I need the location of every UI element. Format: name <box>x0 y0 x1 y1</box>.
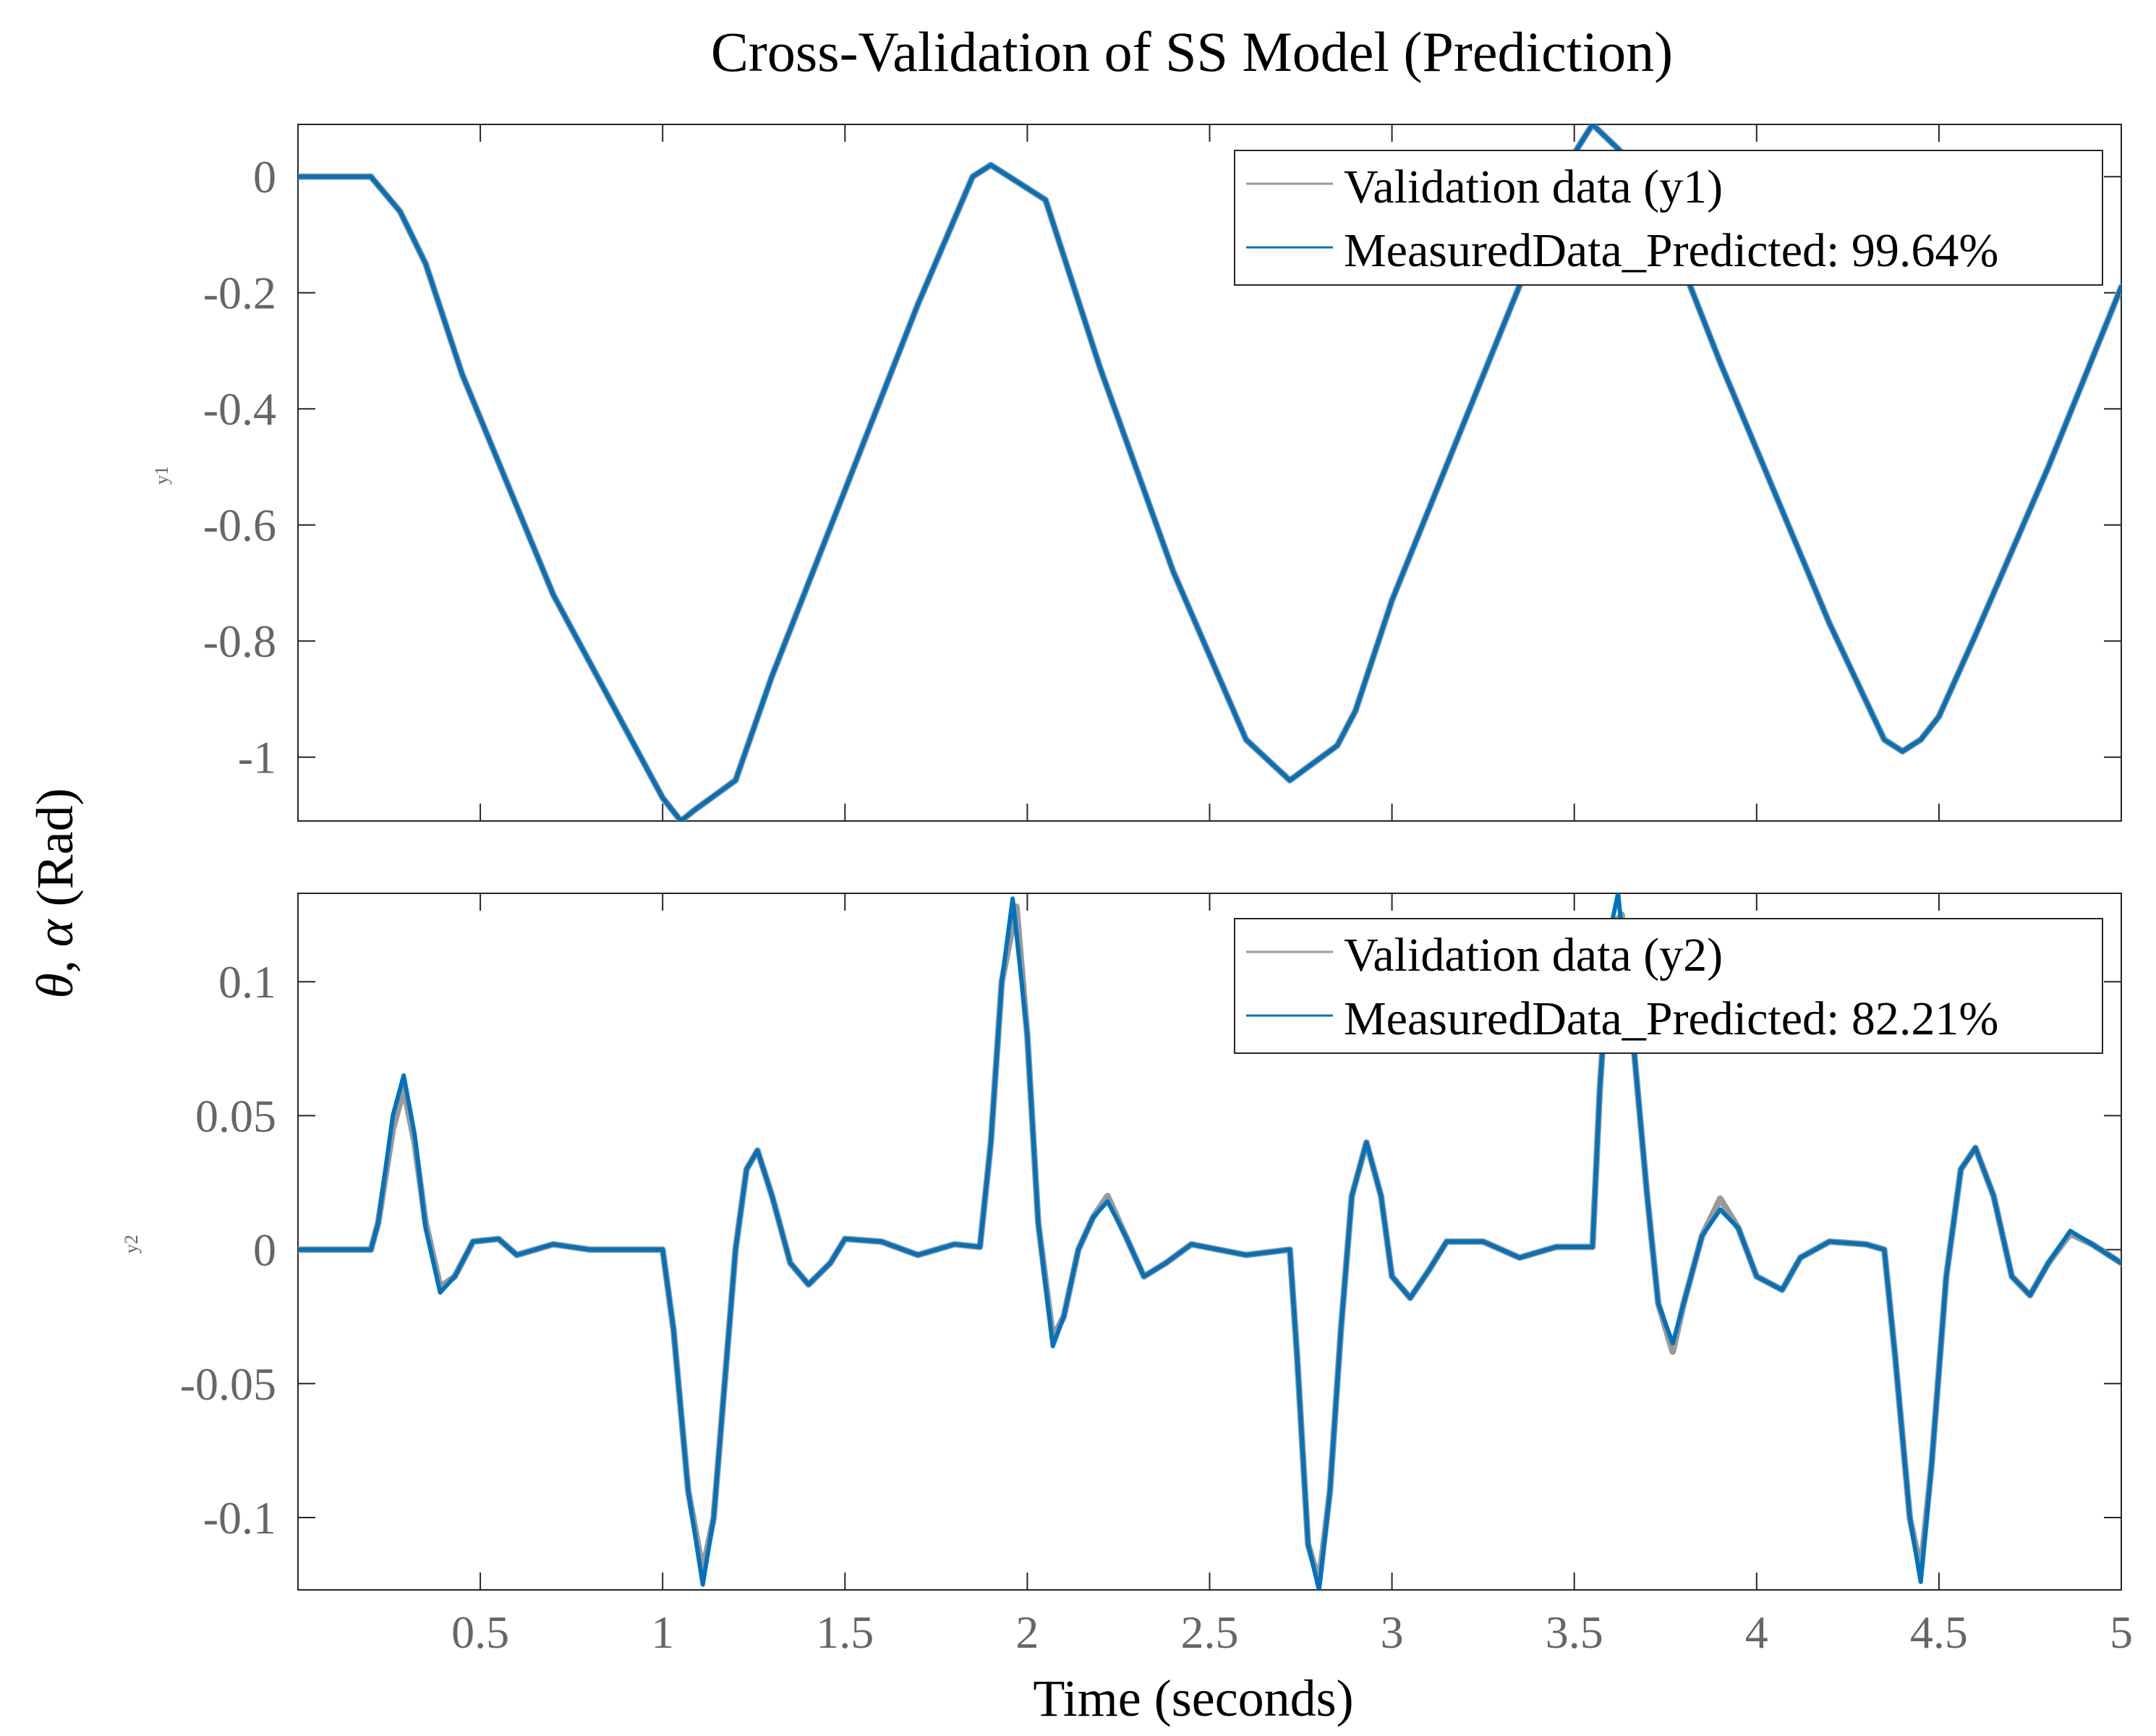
subplot-ylabel-y2: y2 <box>121 1235 142 1254</box>
ylabel-unit: (Rad) <box>26 788 84 919</box>
x-tick-label: 3 <box>1381 1607 1404 1658</box>
y-tick-label: -1 <box>238 732 276 783</box>
legend-label-validation-y2: Validation data (y2) <box>1344 929 1723 982</box>
x-tick-label: 2 <box>1015 1607 1039 1658</box>
y-tick-label: -0.2 <box>203 268 276 319</box>
x-tick-label: 1 <box>651 1607 674 1658</box>
lines-y2 <box>298 893 2121 1590</box>
y-tick-label: -0.1 <box>203 1492 276 1544</box>
ticks-y2: 0.5 1 1.5 2 2.5 3 3.5 4 4.5 5 0.1 0.05 0 -0.05 -0.1 <box>180 893 2133 1658</box>
legend-y2: Validation data (y2) MeasuredData_Predic… <box>1234 918 2103 1054</box>
legend-box-y2 <box>1234 918 2103 1054</box>
y-tick-label: -0.05 <box>180 1358 276 1410</box>
legend-y1: Validation data (y1) MeasuredData_Predic… <box>1234 150 2103 286</box>
x-tick-label: 2.5 <box>1181 1607 1239 1658</box>
ylabel-separator: , <box>26 947 84 973</box>
legend-box-y1 <box>1234 150 2103 286</box>
legend-label-validation-y1: Validation data (y1) <box>1344 161 1723 213</box>
x-tick-label: 3.5 <box>1546 1607 1603 1658</box>
legend-label-predicted-y1: MeasuredData_Predicted: 99.64% <box>1344 224 1998 277</box>
series-line-predicted <box>298 893 2121 1590</box>
figure-title: Cross-Validation of SS Model (Prediction… <box>711 20 1673 83</box>
legend-label-predicted-y2: MeasuredData_Predicted: 82.21% <box>1344 992 1998 1045</box>
subplot-y2: 0.5 1 1.5 2 2.5 3 3.5 4 4.5 5 0.1 0.05 0 -0.05 -0.1 y2… <box>121 893 2133 1658</box>
subplot-y1: 0 -0.2 -0.4 -0.6 -0.8 -1 y1 Validation data (… <box>151 124 2122 822</box>
x-tick-label: 1.5 <box>816 1607 874 1658</box>
alpha-symbol: α <box>26 919 84 947</box>
x-axis-label: Time (seconds) <box>1033 1669 1353 1727</box>
y-tick-label: 0.05 <box>195 1090 276 1141</box>
shared-y-axis-label: θ, α (Rad) <box>26 788 84 998</box>
lines-y1 <box>298 124 2121 821</box>
y-tick-label: -0.4 <box>203 383 276 435</box>
y-tick-label: 0.1 <box>218 956 276 1008</box>
x-tick-label: 0.5 <box>451 1607 509 1658</box>
ticks-y1: 0 -0.2 -0.4 -0.6 -0.8 -1 <box>203 124 2122 821</box>
series-line-predicted <box>298 124 2121 821</box>
theta-symbol: θ <box>26 973 84 998</box>
subplot-ylabel-y1: y1 <box>151 466 172 485</box>
x-tick-label: 5 <box>2110 1607 2133 1658</box>
y-tick-label: -0.8 <box>203 616 276 667</box>
y-tick-label: -0.6 <box>203 500 276 551</box>
x-tick-label: 4 <box>1745 1607 1768 1658</box>
y-tick-label: 0 <box>253 151 276 203</box>
y-tick-label: 0 <box>253 1225 276 1276</box>
x-tick-label: 4.5 <box>1910 1607 1968 1658</box>
